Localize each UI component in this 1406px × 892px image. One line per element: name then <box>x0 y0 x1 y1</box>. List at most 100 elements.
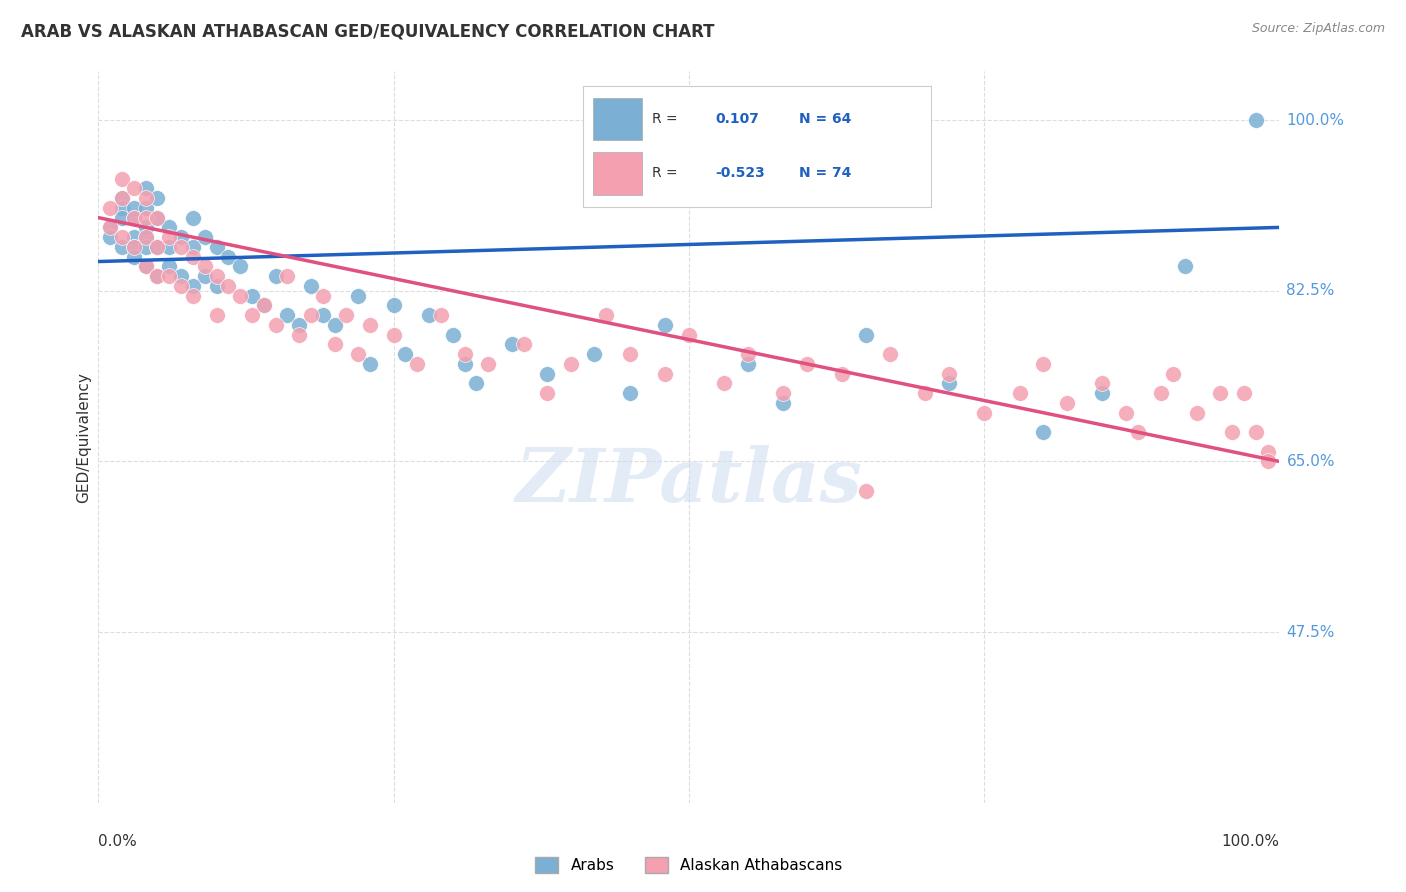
Point <box>181 250 204 264</box>
Point <box>312 288 335 302</box>
Point <box>170 240 193 254</box>
Point <box>938 376 960 391</box>
Point <box>146 211 169 225</box>
Point <box>264 318 287 332</box>
Point <box>796 357 818 371</box>
Point <box>111 230 134 244</box>
Point <box>312 308 335 322</box>
Point <box>135 201 157 215</box>
Point <box>323 337 346 351</box>
Point <box>1056 396 1078 410</box>
Point <box>157 220 180 235</box>
Point <box>135 220 157 235</box>
Point <box>536 367 558 381</box>
Point <box>111 201 134 215</box>
Point <box>135 211 157 225</box>
Y-axis label: GED/Equivalency: GED/Equivalency <box>76 372 91 502</box>
Point <box>181 288 204 302</box>
Point <box>217 279 239 293</box>
Legend: Arabs, Alaskan Athabascans: Arabs, Alaskan Athabascans <box>529 851 849 880</box>
Point <box>1174 260 1197 274</box>
Point <box>1091 386 1114 401</box>
Point <box>111 240 134 254</box>
Point <box>111 191 134 205</box>
Point <box>122 211 145 225</box>
Point <box>299 279 322 293</box>
Point <box>122 240 145 254</box>
Point <box>205 240 228 254</box>
Point <box>441 327 464 342</box>
Point <box>299 308 322 322</box>
Point <box>382 327 405 342</box>
Point <box>146 211 169 225</box>
Text: ZIPatlas: ZIPatlas <box>516 445 862 517</box>
Point <box>181 279 204 293</box>
Point <box>1091 376 1114 391</box>
Point <box>855 483 877 498</box>
Point <box>831 367 853 381</box>
Point <box>914 386 936 401</box>
Point <box>1233 386 1256 401</box>
Point <box>135 191 157 205</box>
Point <box>240 288 263 302</box>
Point <box>1257 444 1279 458</box>
Point <box>382 298 405 312</box>
Point <box>264 269 287 284</box>
Point <box>181 240 204 254</box>
Point <box>713 376 735 391</box>
Point <box>772 386 794 401</box>
Point <box>111 171 134 186</box>
Point <box>194 230 217 244</box>
Text: 100.0%: 100.0% <box>1222 834 1279 849</box>
Point <box>157 230 180 244</box>
Point <box>1032 357 1054 371</box>
Point <box>205 308 228 322</box>
Point <box>194 260 217 274</box>
Point <box>406 357 429 371</box>
Point <box>772 396 794 410</box>
Point <box>1161 367 1184 381</box>
Point <box>135 181 157 195</box>
Point <box>453 347 475 361</box>
Point <box>181 211 204 225</box>
Point <box>276 269 298 284</box>
Point <box>253 298 276 312</box>
Point <box>170 279 193 293</box>
Point <box>1032 425 1054 440</box>
Point <box>157 269 180 284</box>
Point <box>122 211 145 225</box>
Point <box>135 260 157 274</box>
Point <box>619 347 641 361</box>
Point <box>146 269 169 284</box>
Point <box>453 357 475 371</box>
Point <box>217 250 239 264</box>
Point <box>98 201 121 215</box>
Point <box>98 220 121 235</box>
Point <box>536 386 558 401</box>
Point <box>1244 425 1267 440</box>
Point <box>477 357 499 371</box>
Text: 47.5%: 47.5% <box>1286 624 1334 640</box>
Point <box>394 347 416 361</box>
Point <box>465 376 488 391</box>
Point <box>1185 406 1208 420</box>
Point <box>135 240 157 254</box>
Point <box>512 337 534 351</box>
Point <box>654 318 676 332</box>
Point <box>288 318 311 332</box>
Point <box>205 269 228 284</box>
Point <box>359 318 381 332</box>
Point <box>146 240 169 254</box>
Point <box>122 240 145 254</box>
Point <box>135 260 157 274</box>
Point <box>595 308 617 322</box>
Point <box>879 347 901 361</box>
Point <box>737 357 759 371</box>
Point <box>253 298 276 312</box>
Point <box>1115 406 1137 420</box>
Point <box>205 279 228 293</box>
Text: 100.0%: 100.0% <box>1286 112 1344 128</box>
Text: Source: ZipAtlas.com: Source: ZipAtlas.com <box>1251 22 1385 36</box>
Point <box>938 367 960 381</box>
Point <box>335 308 357 322</box>
